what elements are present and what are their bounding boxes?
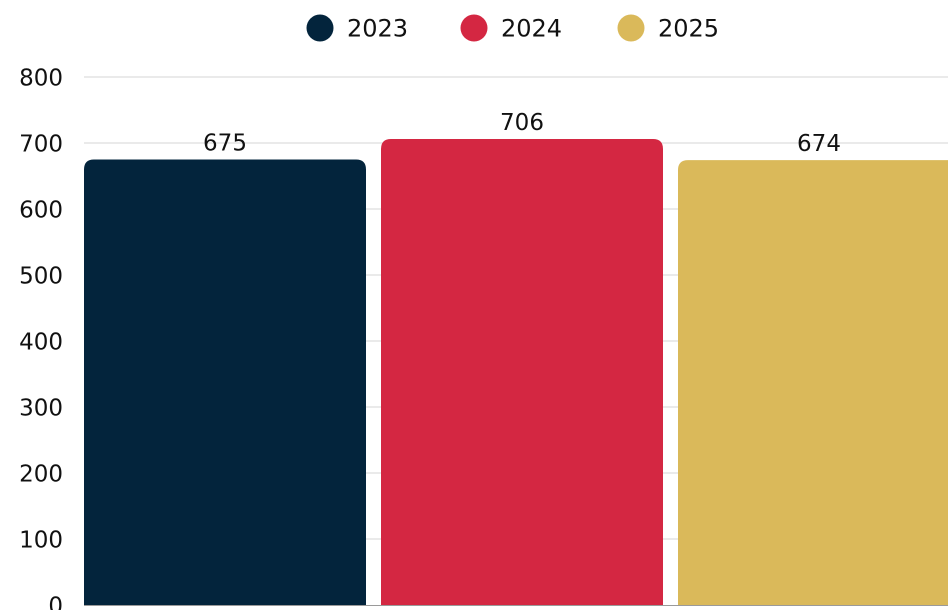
data-label-2025: 674	[797, 131, 841, 157]
y-tick-label-100: 100	[19, 528, 63, 554]
legend: 2023 2024 2025	[306, 14, 719, 43]
y-tick-label-0: 0	[48, 594, 63, 610]
y-tick-label-200: 200	[19, 462, 63, 488]
data-label-2023: 675	[203, 131, 247, 157]
y-axis: 0 100 200 300 400 500 600 700 800	[19, 66, 63, 610]
legend-swatch-2025	[617, 14, 645, 42]
y-tick-label-800: 800	[19, 66, 63, 92]
y-tick-label-500: 500	[19, 264, 63, 290]
legend-label-2023: 2023	[347, 15, 408, 43]
bar-2024	[381, 139, 663, 606]
y-tick-label-300: 300	[19, 396, 63, 422]
legend-label-2024: 2024	[501, 15, 562, 43]
data-labels: 675 706 674	[203, 110, 841, 157]
y-tick-label-700: 700	[19, 132, 63, 158]
bars	[84, 139, 948, 606]
bar-2025	[678, 160, 948, 605]
data-label-2024: 706	[500, 110, 544, 136]
legend-swatch-2024	[460, 14, 488, 42]
bar-2023	[84, 159, 366, 605]
legend-label-2025: 2025	[658, 15, 719, 43]
y-tick-label-600: 600	[19, 198, 63, 224]
legend-swatch-2023	[306, 14, 334, 42]
y-tick-label-400: 400	[19, 330, 63, 356]
